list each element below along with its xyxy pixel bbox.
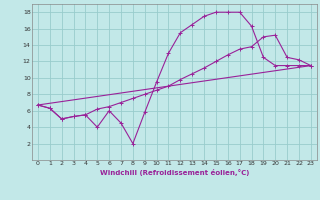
X-axis label: Windchill (Refroidissement éolien,°C): Windchill (Refroidissement éolien,°C) xyxy=(100,169,249,176)
